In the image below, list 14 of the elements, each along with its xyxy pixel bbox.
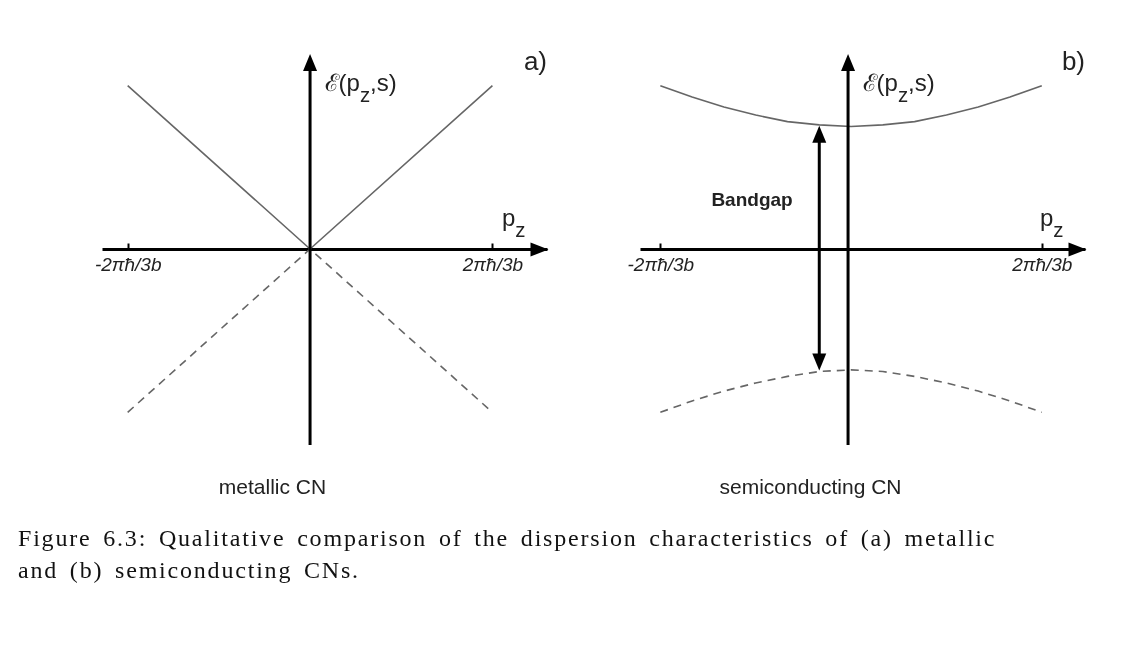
annotation: Bandgap <box>711 189 793 210</box>
y-axis-title: ℰ(p$_{z}$,s) <box>324 68 397 106</box>
x-axis-title: p$_{z}$ <box>501 203 526 241</box>
text: semiconducting CN <box>719 475 902 498</box>
x-tick-label: -2πħ/3b <box>94 253 162 275</box>
x-tick-label: -2πħ/3b <box>627 253 695 275</box>
x-tick-label: 2πħ/3b <box>1011 253 1073 275</box>
y-axis-title: ℰ(p$_{z}$,s) <box>862 68 935 106</box>
x-axis-title: p$_{z}$ <box>1039 203 1064 241</box>
caption: Figure 6.3: Qualitative comparison of the dispersion characteristics of (a) metallic and (b) semiconducting CNs. <box>18 524 998 585</box>
text: metallic CN <box>218 475 327 498</box>
text: b) <box>1061 46 1085 76</box>
text: a) <box>523 46 547 76</box>
x-tick-label: 2πħ/3b <box>461 253 524 275</box>
